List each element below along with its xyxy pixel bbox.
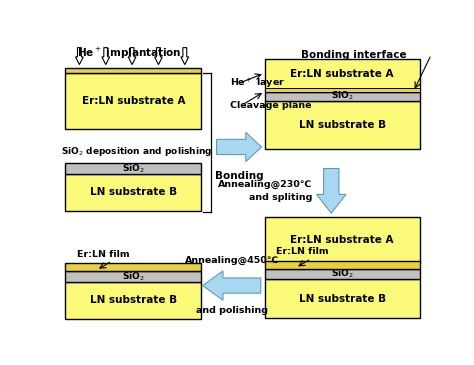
Bar (264, 261, 419, 269)
Bar (264, 88, 419, 92)
Bar (65, 73, 201, 128)
Polygon shape (155, 48, 162, 65)
Text: and spliting: and spliting (249, 192, 313, 201)
Bar (65, 174, 201, 211)
Text: LN substrate B: LN substrate B (90, 187, 177, 197)
Polygon shape (217, 132, 262, 162)
Text: and polishing: and polishing (196, 306, 268, 315)
Text: Bonding: Bonding (215, 171, 264, 181)
Polygon shape (75, 48, 83, 65)
Text: Annealing@450℃: Annealing@450℃ (184, 255, 279, 265)
Text: He$^+$ layer: He$^+$ layer (230, 77, 285, 91)
Text: Cleavage plane: Cleavage plane (230, 101, 311, 110)
Bar (65, 263, 201, 271)
Polygon shape (128, 48, 136, 65)
Polygon shape (202, 271, 261, 300)
Bar (264, 101, 419, 149)
Text: SiO$_2$ deposition and polishing: SiO$_2$ deposition and polishing (61, 145, 212, 158)
Text: LN substrate B: LN substrate B (90, 295, 177, 305)
Text: LN substrate B: LN substrate B (299, 294, 386, 304)
Text: Bonding interface: Bonding interface (301, 50, 407, 60)
Polygon shape (317, 169, 346, 213)
Bar (264, 217, 419, 263)
Polygon shape (181, 48, 189, 65)
Text: Er:LN film: Er:LN film (77, 250, 130, 259)
Text: Er:LN film: Er:LN film (276, 247, 329, 256)
Text: He$^+$ implantation: He$^+$ implantation (77, 46, 182, 61)
Bar (264, 92, 419, 101)
Polygon shape (102, 48, 109, 65)
Text: LN substrate B: LN substrate B (299, 120, 386, 130)
Text: SiO$_2$: SiO$_2$ (331, 268, 354, 280)
Text: SiO$_2$: SiO$_2$ (122, 162, 145, 175)
Bar (65, 271, 201, 282)
Bar (65, 282, 201, 319)
Text: SiO$_2$: SiO$_2$ (331, 90, 354, 103)
Bar (65, 163, 201, 174)
Text: Er:LN substrate A: Er:LN substrate A (291, 69, 394, 79)
Bar (264, 269, 419, 280)
Text: Er:LN substrate A: Er:LN substrate A (291, 235, 394, 245)
Text: SiO$_2$: SiO$_2$ (122, 270, 145, 283)
Text: Annealing@230℃: Annealing@230℃ (219, 180, 313, 189)
Bar (264, 280, 419, 318)
Bar (264, 59, 419, 92)
Text: Er:LN substrate A: Er:LN substrate A (82, 96, 185, 106)
Bar (65, 69, 201, 73)
